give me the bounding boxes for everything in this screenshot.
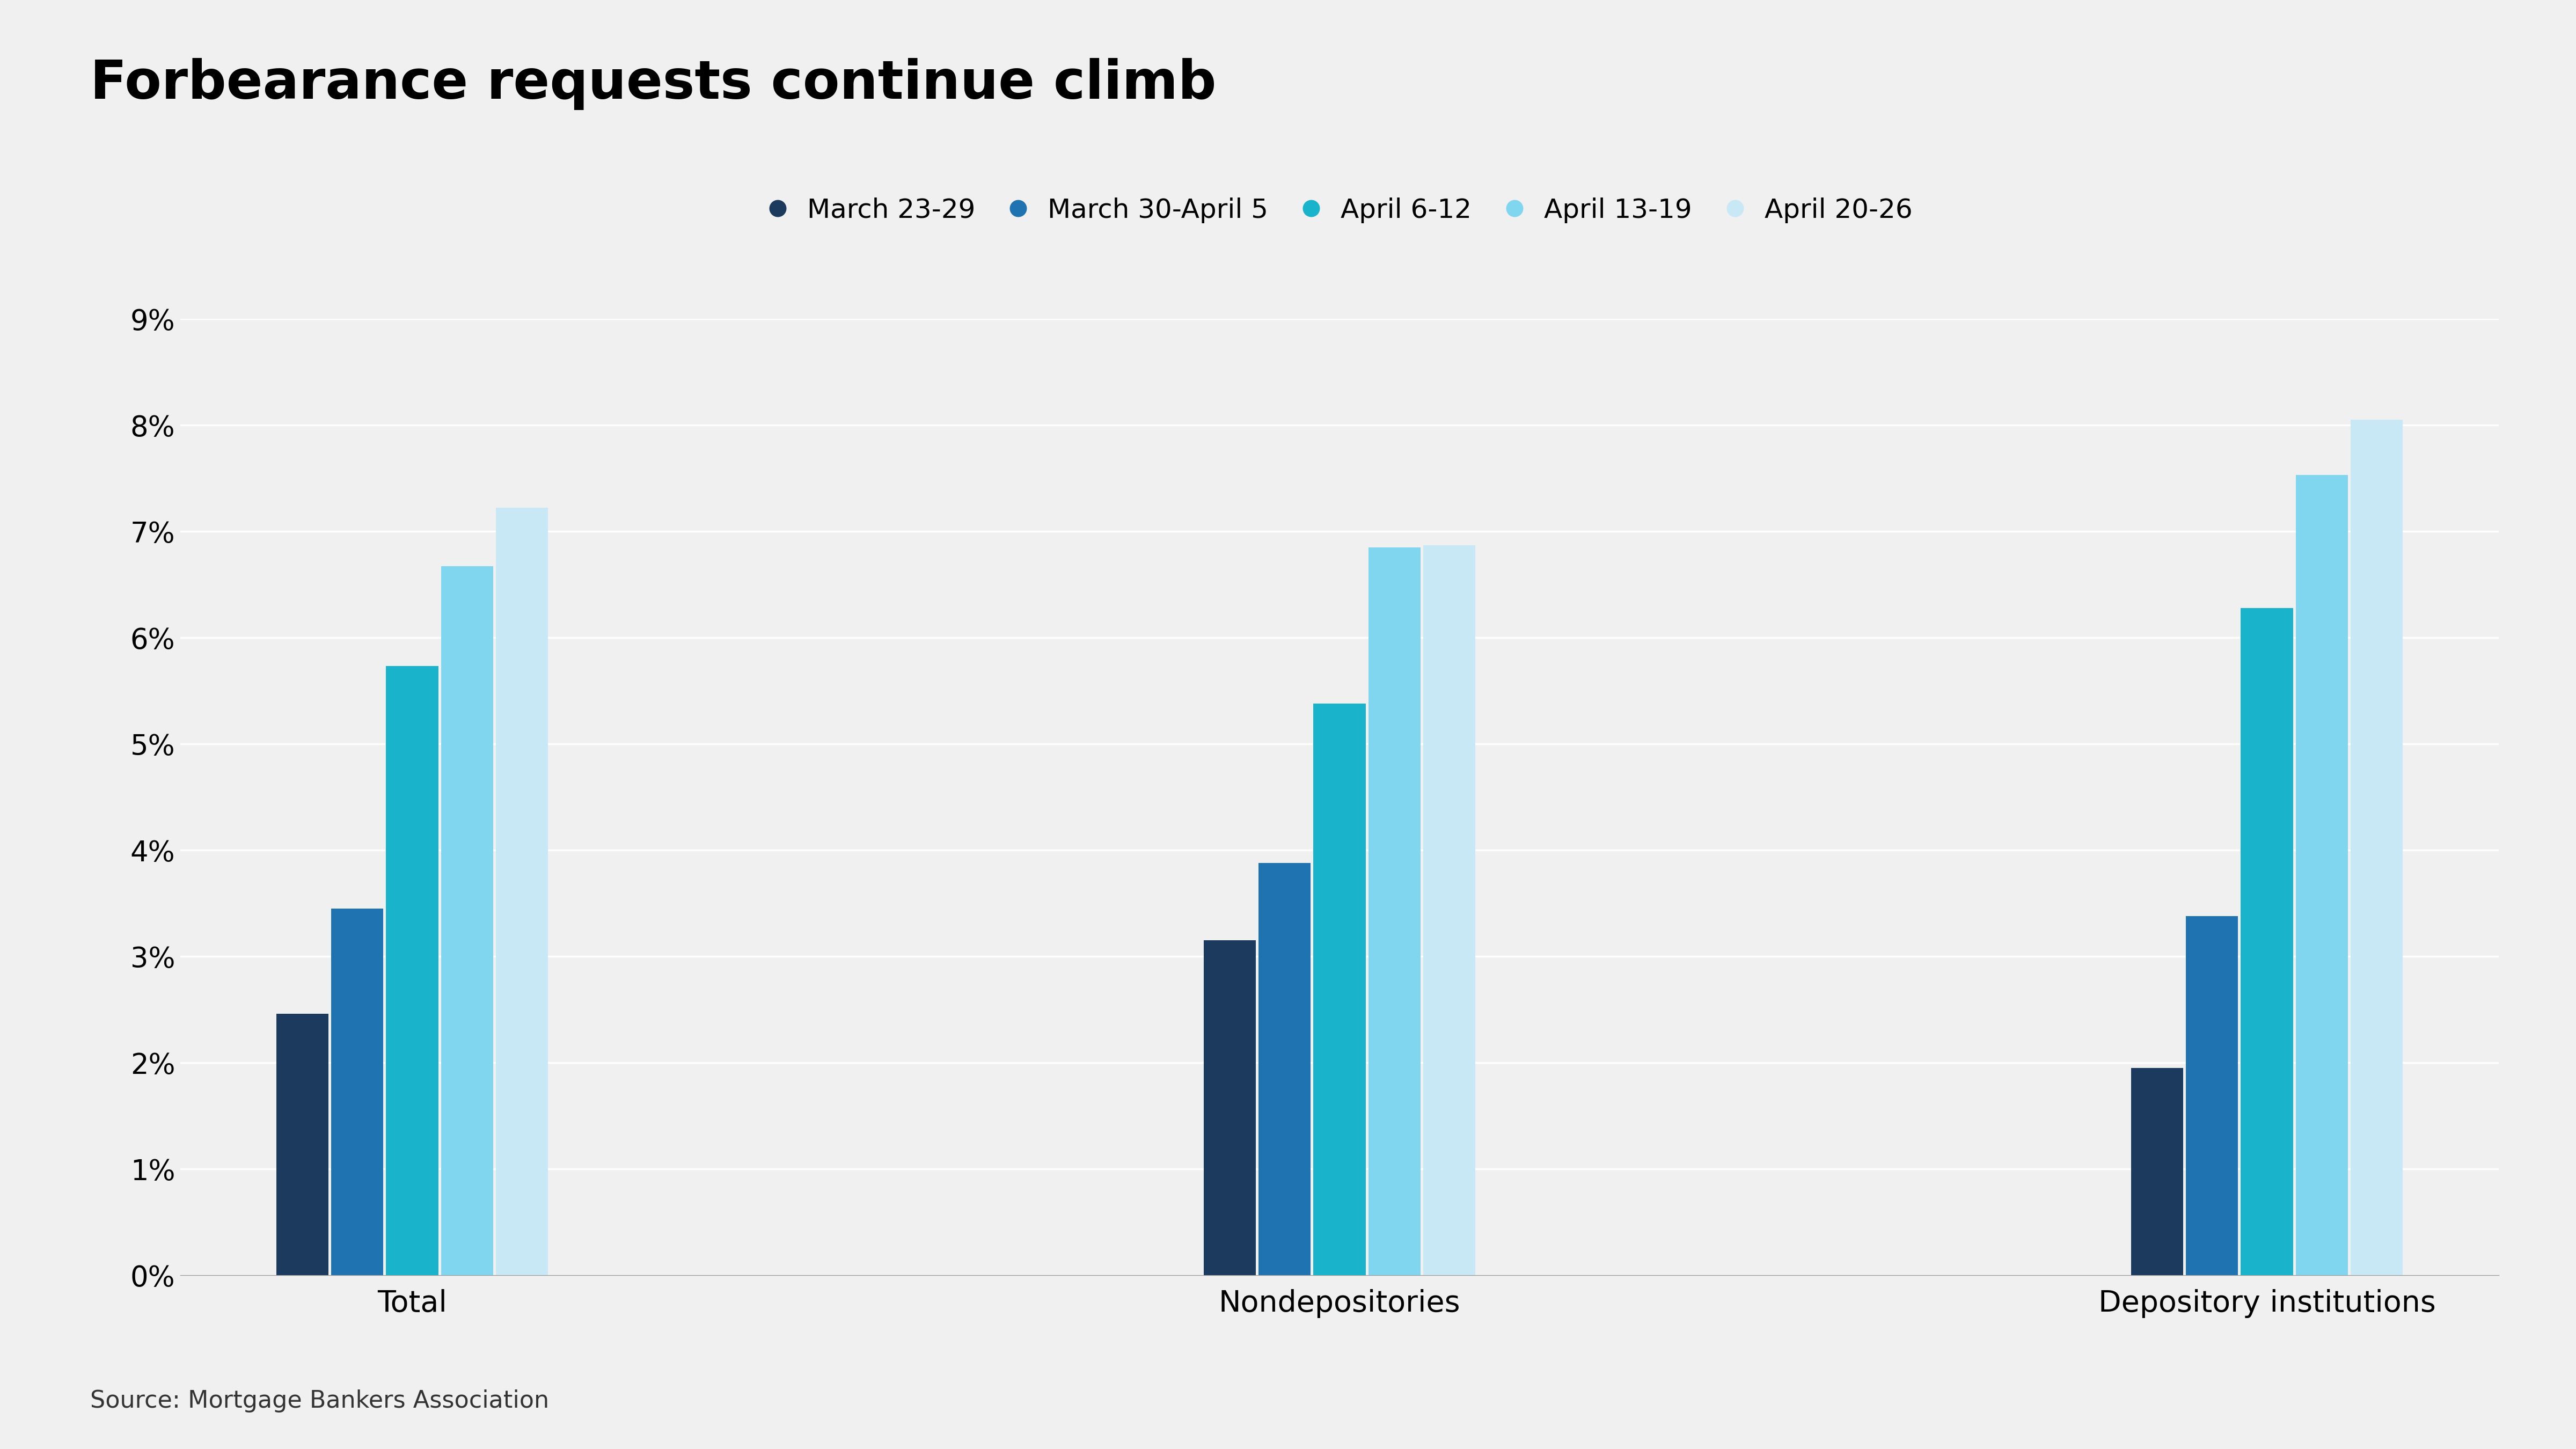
Bar [1422,545,1476,1275]
Bar [332,909,384,1275]
Text: Forbearance requests continue climb: Forbearance requests continue climb [90,58,1216,110]
Bar [1368,548,1419,1275]
Text: Source: Mortgage Bankers Association: Source: Mortgage Bankers Association [90,1390,549,1413]
Bar [2241,607,2293,1275]
Bar [2295,475,2347,1275]
Bar [2130,1068,2184,1275]
Bar [495,509,549,1275]
Bar [2349,420,2403,1275]
Bar [1314,703,1365,1275]
Legend: March 23-29, March 30-April 5, April 6-12, April 13-19, April 20-26: March 23-29, March 30-April 5, April 6-1… [752,184,1927,236]
Bar [440,567,492,1275]
Bar [1260,862,1311,1275]
Bar [386,667,438,1275]
Bar [276,1014,330,1275]
Bar [2187,916,2239,1275]
Bar [1203,940,1257,1275]
